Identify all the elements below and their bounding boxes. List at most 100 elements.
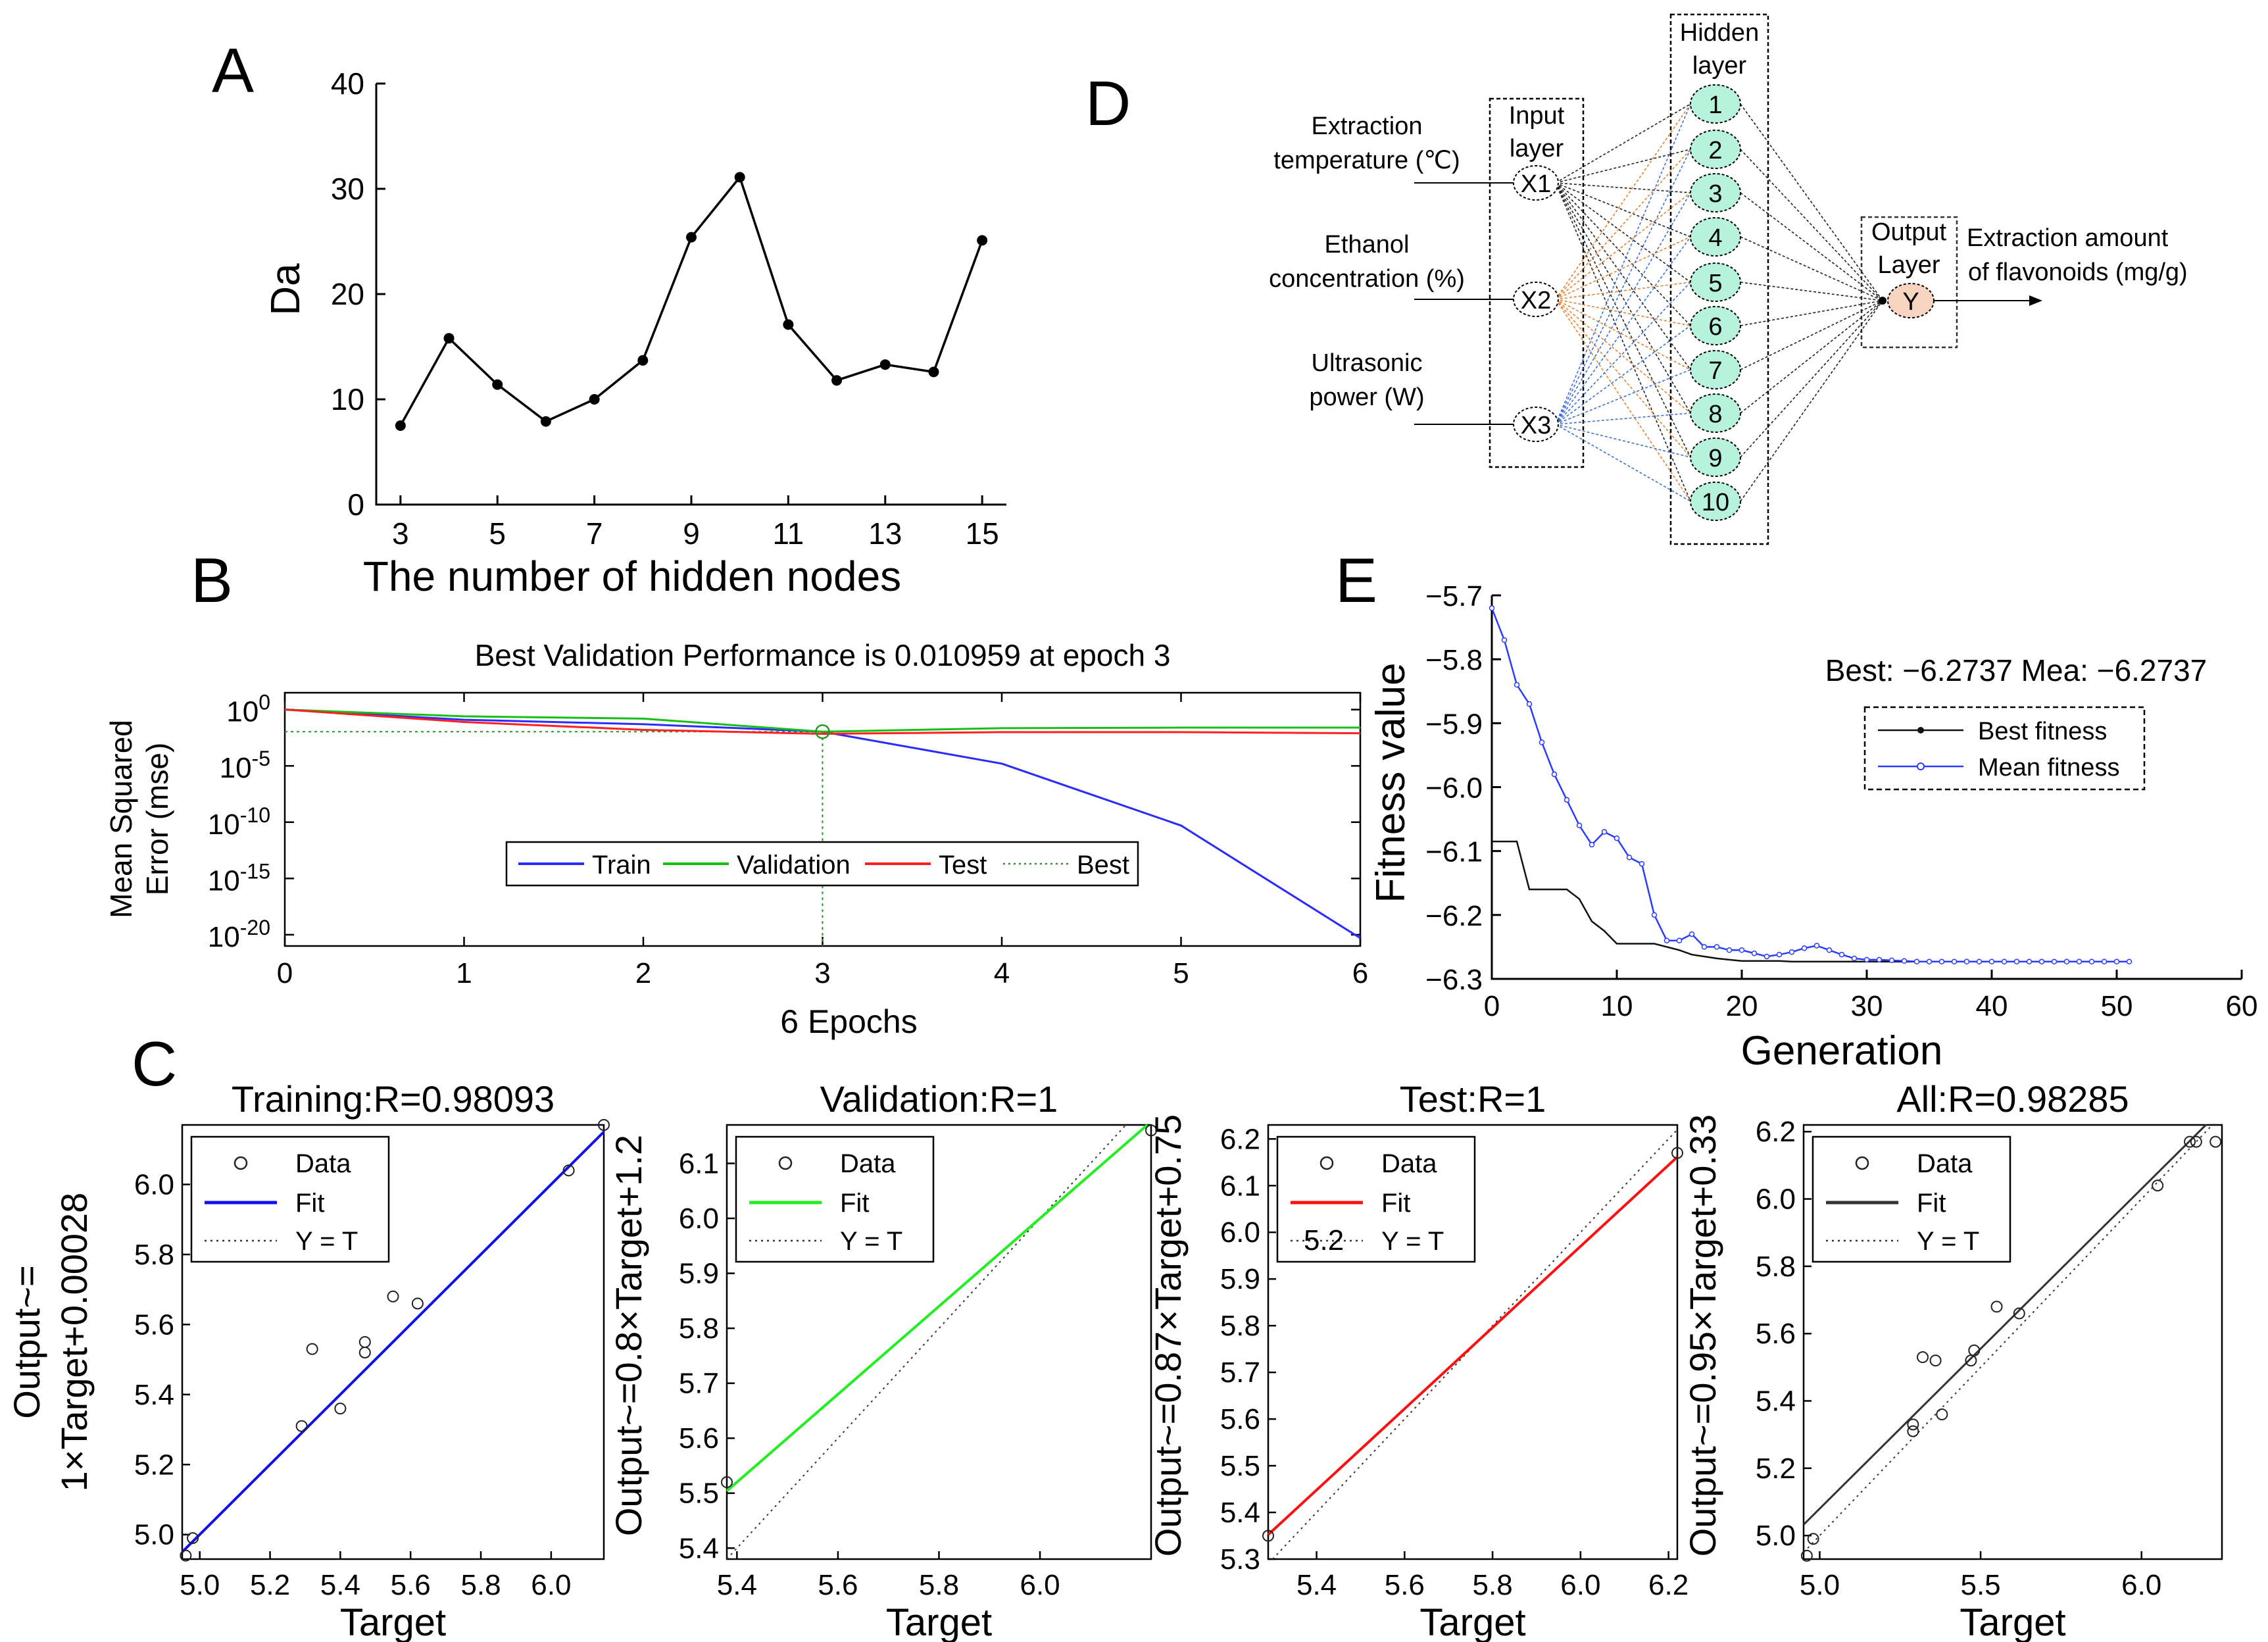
y-tick-label: 10 — [331, 382, 364, 416]
mean-fitness-point — [1564, 797, 1570, 803]
hidden-node-label: 7 — [1708, 357, 1722, 385]
y-tick-label: 6.1 — [679, 1147, 719, 1180]
legend-marker-mean — [1917, 762, 1925, 770]
edge-input-hidden — [1555, 182, 1691, 370]
y-axis-label: Da — [263, 263, 308, 316]
data-point — [1929, 1355, 1942, 1367]
legend-label: Y = T — [295, 1227, 358, 1256]
mean-fitness-point — [1539, 739, 1545, 745]
x-tick-label: 5.2 — [250, 1569, 290, 1601]
fit-line — [181, 1131, 605, 1553]
edge-hidden-output — [1740, 236, 1883, 301]
edge-input-hidden — [1555, 299, 1691, 502]
hidden-node-label: 3 — [1708, 180, 1722, 208]
hidden-node — [1690, 350, 1741, 389]
x-tick-label: 5.6 — [1385, 1569, 1425, 1601]
edge-hidden-output — [1740, 192, 1883, 301]
hidden-node-label: 9 — [1708, 445, 1722, 472]
chart-title: Best Validation Performance is 0.010959 … — [475, 638, 1171, 672]
tick-exponent: -15 — [240, 859, 270, 883]
y-tick-label: 0 — [347, 487, 364, 522]
tick-exponent: -20 — [240, 916, 270, 939]
mean-fitness-point — [2126, 958, 2132, 965]
edge-input-hidden — [1555, 149, 1691, 425]
y-axis-label: 1×Target+0.00028 — [53, 1193, 95, 1492]
x-tick-label: 11 — [773, 516, 804, 551]
x-tick-label: 6.0 — [2121, 1569, 2161, 1601]
y-axis-label: Fitness value — [1368, 662, 1414, 903]
y-tick-label: 10-15 — [208, 859, 270, 897]
data-point — [598, 1119, 610, 1131]
mean-fitness-point — [1589, 841, 1595, 848]
y-tick-label: 10-20 — [208, 916, 270, 953]
input-layer-label: layer — [1510, 135, 1564, 162]
chart-e-fitness: −5.7 −5.8 −5.9 −6.0 −6.1 −6.2 −6.30 10 20 30 40 50 6… — [1368, 580, 2257, 1074]
input-node-label: X2 — [1521, 287, 1551, 314]
mean-fitness-point — [1751, 950, 1758, 957]
y-tick-label: 10-5 — [220, 747, 270, 784]
tick-base: 10 — [226, 696, 259, 728]
data-point — [540, 416, 551, 427]
identity-line — [1803, 1124, 2213, 1553]
y-tick-label: 40 — [331, 66, 364, 101]
data-point — [295, 1420, 308, 1432]
y-tick-label: 5.9 — [1220, 1263, 1260, 1295]
input-variable-label: power (W) — [1309, 384, 1424, 411]
hidden-node-label: 1 — [1708, 91, 1722, 119]
hidden-layer-label: layer — [1692, 52, 1747, 80]
hidden-node — [1690, 393, 1741, 433]
identity-line — [726, 1124, 1127, 1560]
hidden-node — [1690, 84, 1741, 124]
x-tick-label: 6.0 — [531, 1569, 571, 1601]
edge-input-hidden — [1555, 149, 1691, 300]
x-tick-label: 20 — [1726, 990, 1758, 1022]
tick-exponent: -5 — [252, 747, 270, 770]
edge-hidden-output — [1740, 300, 1883, 458]
data-point — [1917, 1351, 1929, 1364]
mean-fitness-point — [1851, 955, 1858, 962]
data-point — [977, 235, 988, 246]
y-tick-label: 5.2 — [134, 1449, 174, 1481]
input-node — [1513, 282, 1559, 317]
hidden-node-label: 10 — [1702, 489, 1729, 516]
output-junction — [1879, 297, 1886, 305]
x-axis-label: Target — [1419, 1601, 1525, 1642]
y-tick-label: 5.4 — [134, 1379, 174, 1411]
mean-fitness-point — [2026, 958, 2033, 965]
edge-hidden-output — [1740, 300, 1883, 326]
chart-title: Test:R=1 — [1400, 1078, 1546, 1120]
data-point — [686, 232, 697, 243]
y-tick-label: 5.6 — [1220, 1403, 1260, 1435]
fit-line — [1802, 1124, 2207, 1526]
series-line-validation — [284, 709, 1360, 733]
legend-label: Data — [295, 1149, 351, 1178]
mean-fitness-point — [1489, 605, 1495, 611]
y-tick-label: 100 — [226, 691, 270, 728]
edge-input-hidden — [1555, 103, 1691, 425]
mean-fitness-point — [2013, 958, 2020, 965]
data-point — [358, 1346, 371, 1358]
x-tick-label: 60 — [2226, 990, 2258, 1022]
edge-input-hidden — [1555, 299, 1691, 414]
mean-fitness-point — [2001, 958, 2008, 965]
axis-frame — [375, 84, 1006, 506]
edge-input-hidden — [1555, 103, 1691, 184]
legend-marker-data — [1319, 1156, 1334, 1170]
data-point — [2013, 1307, 2025, 1320]
mean-fitness-point — [1788, 949, 1795, 955]
legend-label: Best — [1077, 851, 1129, 880]
chart-title: Validation:R=1 — [820, 1078, 1058, 1120]
panel-label-c: C — [132, 1029, 177, 1099]
mean-fitness-point — [1926, 958, 1933, 965]
legend-marker-data — [234, 1156, 248, 1170]
legend-box — [735, 1135, 935, 1263]
output-variable-label: Extraction amount — [1967, 224, 2169, 252]
chart-c-validation: Validation:R=1 5.4 5.6 5.8 6.0 5.4 5.5 5.6 5.7 5.… — [608, 1078, 1157, 1642]
data-point — [1262, 1530, 1274, 1542]
data-point — [1936, 1408, 1948, 1420]
x-tick-label: 40 — [1976, 990, 2008, 1022]
x-axis-label: 6 Epochs — [780, 1003, 917, 1040]
x-axis-label: Generation — [1741, 1028, 1943, 1074]
y-tick-label: −5.9 — [1425, 708, 1483, 740]
